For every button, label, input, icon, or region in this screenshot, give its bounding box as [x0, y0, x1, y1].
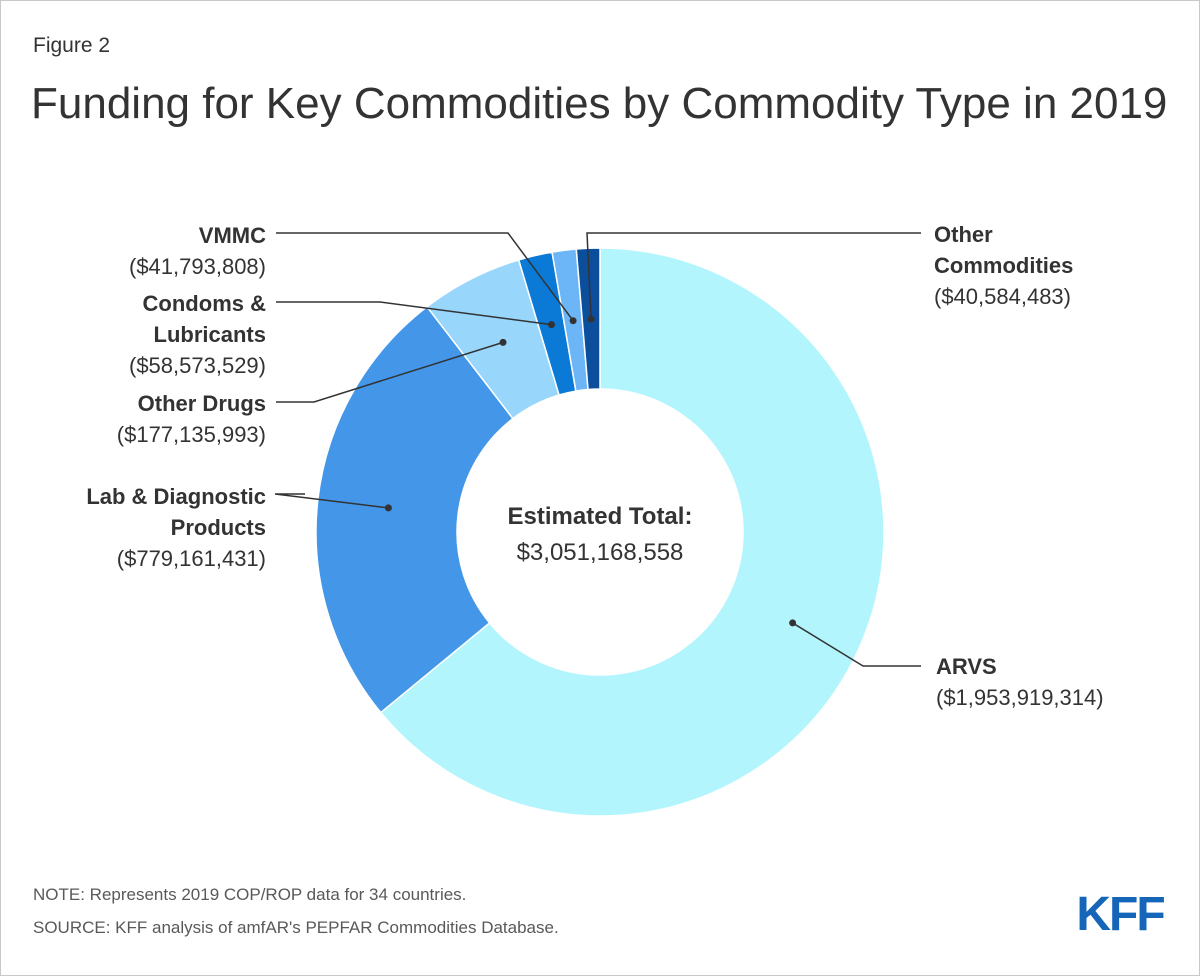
kff-logo-text: KFF [1076, 888, 1164, 936]
donut-chart: ARVS ($1,953,919,314) Lab & Diagnostic Prod… [86, 222, 1104, 817]
slice-label-value-vmmc: ($41,793,808) [129, 254, 266, 279]
slice-label-value-other-drugs: ($177,135,993) [117, 422, 266, 447]
slice-label-name-other-commodities: Other [934, 222, 993, 247]
slice-label-name-other-drugs: Other Drugs [138, 391, 266, 416]
slice-label-value-arvs: ($1,953,919,314) [936, 685, 1104, 710]
figure-label: Figure 2 [33, 34, 111, 57]
slice-label-name-other-commodities: Commodities [934, 253, 1073, 278]
slice-label-group: ARVS ($1,953,919,314) Lab & Diagnostic Prod… [86, 222, 1103, 710]
kff-logo: KFF [1076, 888, 1166, 936]
leader-line-other-commodities [586, 232, 921, 320]
leader-dot-vmmc [569, 317, 577, 325]
slice-arvs [379, 247, 885, 817]
slice-group [315, 247, 885, 817]
leader-dot-lab-and-diagnostic-products [384, 504, 392, 512]
slice-label-value-condoms-and-lubricants: ($58,573,529) [129, 353, 266, 378]
center-label: Estimated Total: [508, 503, 693, 530]
slice-label-name-vmmc: VMMC [199, 223, 266, 248]
center-value: $3,051,168,558 [517, 539, 684, 566]
slice-label-name-lab-and-diagnostic-products: Lab & Diagnostic [86, 484, 266, 509]
source-text: SOURCE: KFF analysis of amfAR's PEPFAR C… [33, 918, 559, 937]
leader-line-arvs [792, 622, 921, 667]
slice-label-value-lab-and-diagnostic-products: ($779,161,431) [117, 546, 266, 571]
leader-dot-arvs [789, 619, 797, 627]
slice-label-value-other-commodities: ($40,584,483) [934, 284, 1071, 309]
leader-line-vmmc [276, 232, 574, 322]
leader-dot-other-commodities [587, 315, 595, 323]
slice-label-name-condoms-and-lubricants: Lubricants [154, 322, 266, 347]
leader-dot-condoms-and-lubricants [547, 321, 555, 329]
leader-line-lab-and-diagnostic-products [274, 493, 389, 509]
leader-line-condoms-and-lubricants [276, 301, 552, 326]
slice-label-name-condoms-and-lubricants: Condoms & [143, 291, 267, 316]
leader-line-group [274, 232, 921, 667]
note-text: NOTE: Represents 2019 COP/ROP data for 3… [33, 885, 467, 904]
leader-dot-other-drugs [499, 338, 507, 346]
slice-lab-and-diagnostic-products [315, 305, 514, 714]
chart-title: Funding for Key Commodities by Commodity… [31, 79, 1168, 128]
slice-label-name-lab-and-diagnostic-products: Products [171, 515, 266, 540]
leader-line-other-drugs [276, 341, 504, 403]
slice-label-name-arvs: ARVS [936, 654, 997, 679]
